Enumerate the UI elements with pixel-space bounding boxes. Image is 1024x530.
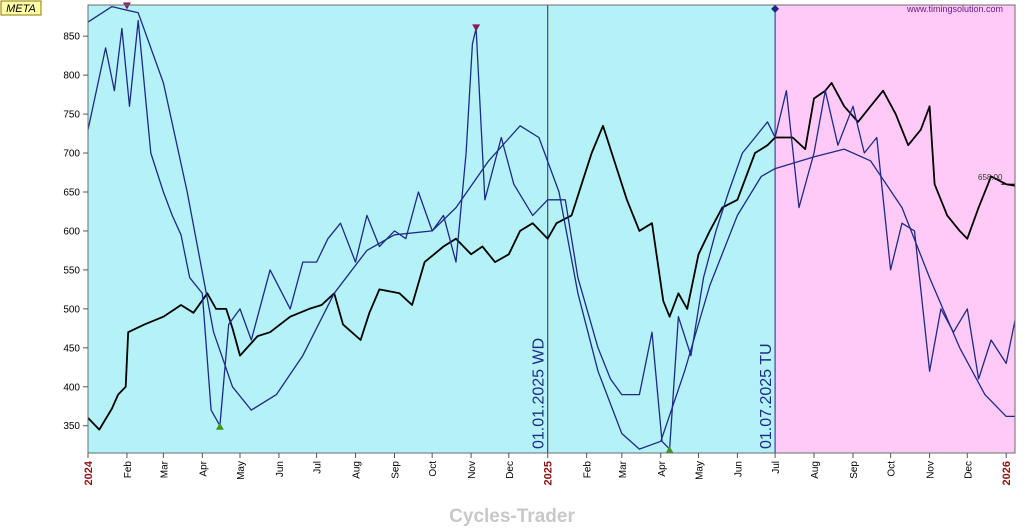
y-tick-label: 600 xyxy=(63,226,80,237)
x-month-label: Feb xyxy=(123,461,134,479)
footer-brand: Cycles-Trader xyxy=(449,506,575,527)
watermark-text: www.timingsolution.com xyxy=(906,4,1003,14)
high-marker xyxy=(472,24,481,32)
y-tick-label: 650 xyxy=(63,187,80,198)
price-series-line xyxy=(87,82,1016,431)
y-tick-label: 750 xyxy=(63,110,80,121)
x-month-label: Sep xyxy=(390,461,401,479)
x-month-label: Jun xyxy=(275,461,286,477)
chart-axes: 350 400 450 500 550 600 650 700 750 800 850 2024 Feb… xyxy=(63,4,1016,485)
x-month-label: Jul xyxy=(313,461,324,474)
x-year-label: 2024 xyxy=(83,460,95,485)
y-tick-label: 850 xyxy=(63,32,80,43)
high-marker xyxy=(122,2,131,10)
x-month-label: Apr xyxy=(198,460,209,476)
date-divider-label: 01.01.2025 WD xyxy=(531,338,548,449)
x-month-label: Mar xyxy=(159,460,170,478)
y-tick-label: 450 xyxy=(63,343,80,354)
symbol-badge[interactable] xyxy=(0,0,42,16)
split-marker xyxy=(771,4,780,13)
x-month-label: Dec xyxy=(505,461,516,479)
plot-frame xyxy=(87,4,1016,454)
x-month-label: Jun xyxy=(733,461,744,477)
x-month-label: Oct xyxy=(428,461,439,477)
x-year-label: 2026 xyxy=(1001,461,1013,485)
x-month-label: Sep xyxy=(849,461,860,479)
x-month-label: Aug xyxy=(352,461,363,479)
x-month-label: Oct xyxy=(887,461,898,477)
y-tick-label: 400 xyxy=(63,382,80,393)
y-tick-label: 550 xyxy=(63,265,80,276)
y-tick-label: 800 xyxy=(63,71,80,82)
low-marker xyxy=(215,422,224,430)
low-marker xyxy=(665,446,674,454)
date-divider-label: 01.07.2025 TU xyxy=(758,343,775,449)
chart-markers xyxy=(122,2,780,454)
x-month-label: Nov xyxy=(467,461,478,479)
x-month-label: May xyxy=(694,461,705,480)
smooth-cycle-series-line xyxy=(87,5,1015,450)
x-month-label: Mar xyxy=(618,460,629,478)
x-year-label: 2025 xyxy=(543,461,555,485)
x-month-label: Nov xyxy=(926,461,937,479)
x-month-label: Aug xyxy=(810,461,821,479)
y-tick-label: 500 xyxy=(63,304,80,315)
y-tick-label: 350 xyxy=(63,421,80,432)
y-tick-label: 700 xyxy=(63,149,80,160)
x-month-label: May xyxy=(236,461,247,480)
x-month-label: Dec xyxy=(963,461,974,479)
symbol-label: META xyxy=(6,3,36,15)
x-month-label: Feb xyxy=(583,461,594,479)
future-region xyxy=(775,5,1015,453)
chart-gridlines: 01.01.2025 WD 01.07.2025 TU xyxy=(531,5,776,453)
last-price-label: 658.00 xyxy=(978,173,1003,182)
x-month-label: Apr xyxy=(657,460,668,476)
chart-series: 658.00 xyxy=(87,5,1016,450)
x-month-label: Jul xyxy=(771,461,782,474)
cycle-series-line xyxy=(87,19,1016,450)
